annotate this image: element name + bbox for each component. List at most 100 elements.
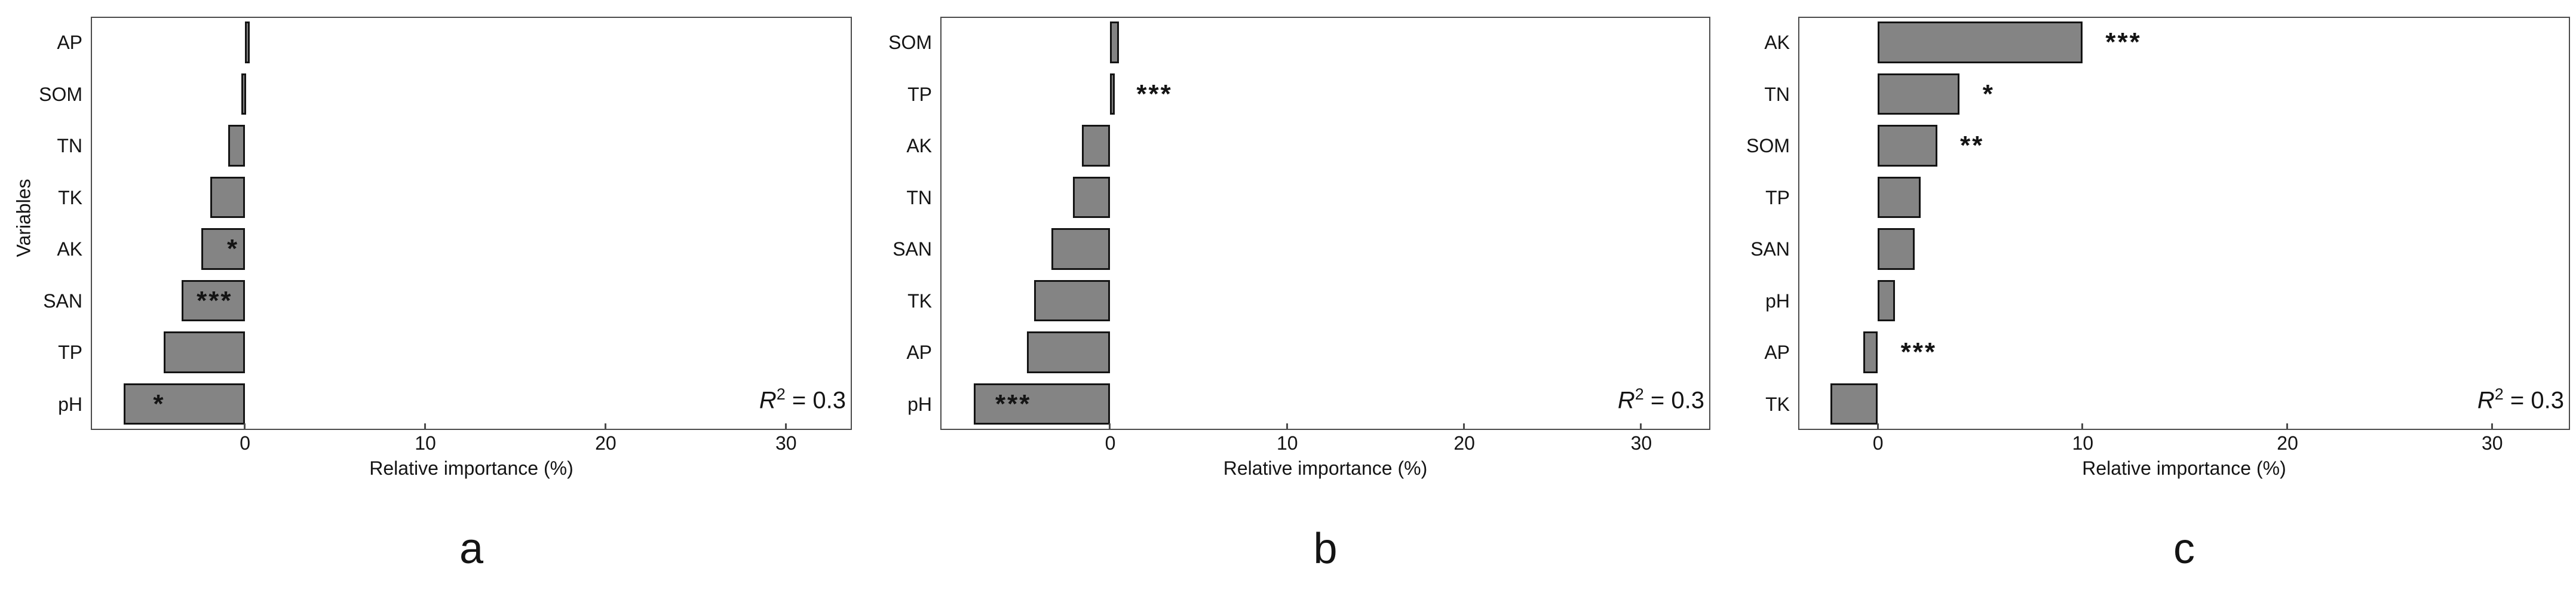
chart-b: R2 = 0.3 *** *** Relative importance (%) … [888,17,1710,571]
y-axis-label: SOM [1746,135,1790,157]
r2-exponent: 2 [776,385,786,403]
bar [973,383,1110,425]
bar [1878,176,1921,218]
y-axis-label: SAN [1750,238,1790,260]
r2-annotation: R2 = 0.3 [759,380,846,414]
y-axis-title: Variables [13,179,35,257]
bar [1878,228,1915,270]
r2-symbol: R [1617,387,1635,414]
y-axis-label: pH [907,393,932,415]
x-tick-label: 30 [1630,432,1652,454]
y-axis-label: TP [1765,186,1790,208]
bar [1081,125,1110,167]
bar [210,176,245,218]
significance-stars: ** [1960,131,1985,161]
bar [1830,383,1878,425]
significance-stars: *** [1136,79,1173,109]
significance-stars: * [153,389,165,419]
y-axis-label: SAN [893,238,932,260]
plot-panel: R2 = 0.3 * *** * [91,17,852,430]
y-axis-label: AP [1764,342,1790,364]
x-tick-mark [604,423,606,429]
y-axis-label: AK [1764,32,1790,54]
bar [201,228,245,270]
chart-caption: b [1313,525,1338,573]
chart-c: R2 = 0.3 *** * ** *** Relative importance (… [1746,17,2570,571]
bar [163,331,245,373]
r2-annotation: R2 = 0.3 [2477,380,2564,414]
y-axis-label: SOM [888,32,932,54]
bar [228,125,245,167]
r2-value: = 0.3 [2503,387,2564,414]
bar [1034,279,1110,321]
bar [1109,21,1119,63]
y-axis-label: SAN [43,290,82,312]
y-axis-label: AP [906,342,932,364]
bar [1051,228,1110,270]
bar [1072,176,1110,218]
y-axis-label: pH [1765,290,1790,312]
x-axis-title: Relative importance (%) [369,457,574,479]
y-axis-label: TN [57,135,82,157]
y-axis-label: SOM [39,83,82,105]
r2-value: = 0.3 [785,387,846,414]
x-tick-label: 10 [1276,432,1298,454]
plot-panel: R2 = 0.3 *** * ** *** [1798,17,2570,430]
r2-annotation: R2 = 0.3 [1618,380,1704,414]
significance-stars: *** [1900,337,1937,367]
x-tick-label: 0 [1105,432,1116,454]
y-axis-label: TK [58,186,82,208]
plot-panel: R2 = 0.3 *** *** [940,17,1710,430]
significance-stars: * [226,234,240,264]
y-axis-label: TN [906,186,932,208]
x-tick-mark [2491,423,2493,429]
significance-stars: *** [2105,27,2142,57]
y-axis-label: TK [907,290,932,312]
chart-caption: a [459,525,484,573]
y-axis-label: AK [57,238,82,260]
y-axis-label: AP [57,32,82,54]
x-tick-mark [244,423,246,429]
x-tick-mark [1876,423,1879,429]
y-axis-label: TK [1765,393,1790,415]
x-axis-title: Relative importance (%) [1223,457,1428,479]
x-tick-mark [1286,423,1288,429]
significance-stars: *** [197,285,233,315]
bar [181,279,245,321]
x-tick-label: 30 [775,432,797,454]
bar [1863,331,1878,373]
x-tick-label: 0 [1872,432,1884,454]
x-tick-label: 0 [240,432,250,454]
x-tick-mark [1640,423,1642,429]
bar [1878,125,1937,167]
y-axis-label: pH [58,393,82,415]
chart-caption: c [2173,525,2195,573]
r2-exponent: 2 [2494,385,2504,403]
x-tick-label: 10 [2072,432,2094,454]
y-axis-label: TP [907,83,932,105]
bar [241,73,246,115]
x-tick-mark [1109,423,1111,429]
significance-stars: *** [995,389,1032,419]
r2-exponent: 2 [1634,385,1644,403]
x-tick-label: 10 [415,432,436,454]
x-tick-mark [784,423,787,429]
x-tick-label: 20 [2277,432,2298,454]
bar [1878,279,1896,321]
x-tick-label: 20 [1453,432,1475,454]
chart-a: R2 = 0.3 * *** * Variables Relative import… [13,17,852,571]
y-axis-label: TN [1764,83,1790,105]
x-tick-mark [424,423,427,429]
bar [1109,73,1115,115]
y-axis-label: AK [906,135,932,157]
bar [1878,73,1960,115]
significance-stars: * [1982,79,1995,109]
bar [1026,331,1110,373]
x-tick-mark [2081,423,2084,429]
bar [124,383,245,425]
x-axis-title: Relative importance (%) [2082,457,2286,479]
bar [244,21,250,63]
r2-symbol: R [759,387,777,414]
r2-value: = 0.3 [1643,387,1704,414]
